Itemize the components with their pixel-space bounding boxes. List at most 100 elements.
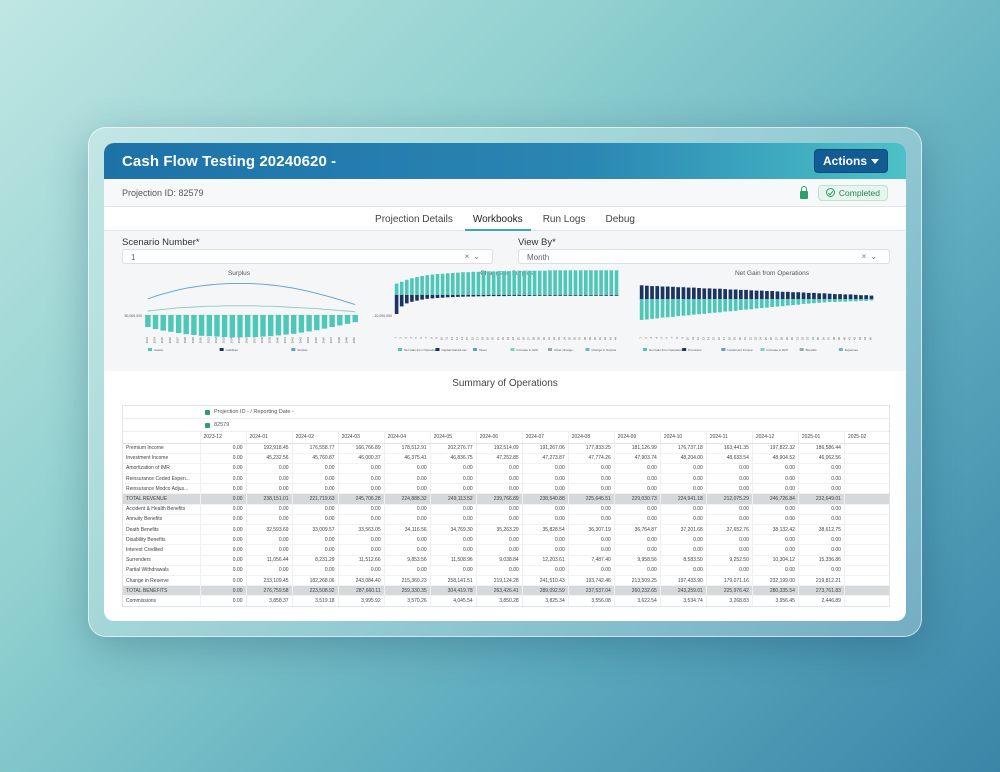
chart-bar bbox=[568, 295, 573, 296]
tab-workbooks[interactable]: Workbooks bbox=[464, 207, 531, 231]
actions-button[interactable]: Actions bbox=[813, 149, 888, 173]
collapse-square-icon[interactable] bbox=[205, 409, 210, 415]
legend-label: Change in Surplus bbox=[592, 348, 617, 352]
clear-icon[interactable]: × bbox=[861, 252, 871, 261]
table-cell: 2,446.89 bbox=[798, 595, 845, 606]
chart-bar bbox=[252, 315, 259, 337]
table-cell: 0.00 bbox=[200, 473, 247, 485]
column-header[interactable]: 2024-06 bbox=[476, 432, 523, 444]
viewby-select[interactable]: Month ×⌄ bbox=[518, 249, 890, 264]
column-header[interactable]: 2024-09 bbox=[614, 432, 661, 444]
x-tick-label: 2023 bbox=[145, 337, 149, 344]
column-header[interactable]: 2024-08 bbox=[568, 432, 615, 444]
column-header[interactable]: 2024-01 bbox=[246, 432, 293, 444]
clear-icon[interactable]: × bbox=[464, 252, 474, 261]
chart-bar bbox=[558, 295, 562, 296]
table-cell: 3,268.83 bbox=[706, 595, 753, 606]
table-cell: 0.00 bbox=[430, 565, 477, 576]
chart-bar bbox=[723, 299, 727, 312]
chart-bar bbox=[765, 291, 769, 299]
chart-bar bbox=[765, 299, 769, 308]
column-header[interactable]: 2024-04 bbox=[384, 432, 431, 444]
page-title: Cash Flow Testing 20240620 - bbox=[122, 152, 337, 170]
app-header: Cash Flow Testing 20240620 - Actions bbox=[104, 143, 906, 179]
chart-bar bbox=[206, 315, 212, 337]
chart-bar bbox=[268, 315, 274, 337]
x-tick-label: 34 bbox=[811, 337, 815, 341]
x-tick-label: 15 bbox=[465, 337, 469, 341]
chart-bar bbox=[827, 293, 832, 299]
table-cell: 0.00 bbox=[384, 463, 431, 475]
chart-bar bbox=[744, 299, 748, 310]
table-cell: 0.00 bbox=[246, 534, 293, 546]
table-cell: 0.00 bbox=[476, 473, 523, 485]
table-cell: 0.00 bbox=[752, 534, 799, 546]
table-cell: 0.00 bbox=[614, 544, 661, 556]
table-cell: 0.00 bbox=[614, 473, 661, 485]
tab-debug[interactable]: Debug bbox=[605, 214, 635, 225]
column-header[interactable]: 2024-02 bbox=[292, 432, 339, 444]
lock-icon[interactable] bbox=[799, 185, 808, 199]
x-tick-label: 4 bbox=[654, 337, 658, 339]
column-header[interactable]: 2024-11 bbox=[706, 432, 753, 444]
chart-bar bbox=[553, 295, 557, 296]
table-cell: 3,858.37 bbox=[246, 595, 293, 606]
table-cell: 232,199.00 bbox=[752, 575, 799, 587]
table-cell: 0.00 bbox=[338, 514, 385, 526]
table-cell bbox=[844, 493, 889, 505]
legend-label: Investment Income bbox=[727, 348, 753, 352]
chart-bar bbox=[145, 315, 151, 327]
chart-bar bbox=[749, 299, 754, 310]
table-cell: 178,512.91 bbox=[384, 443, 431, 454]
table-cell: 0.00 bbox=[338, 483, 385, 495]
collapse-square-icon[interactable] bbox=[205, 422, 210, 428]
chart-bar bbox=[822, 293, 827, 299]
x-tick-label: 13 bbox=[701, 337, 705, 341]
column-header[interactable]: 2025-01 bbox=[798, 432, 845, 444]
table-cell: 0.00 bbox=[338, 534, 385, 546]
x-tick-label: 2024 bbox=[153, 337, 157, 344]
column-header[interactable]: 2023-12 bbox=[200, 432, 247, 444]
x-tick-label: 43 bbox=[858, 337, 862, 341]
tab-projection-details[interactable]: Projection Details bbox=[375, 214, 453, 225]
x-tick-label: 1 bbox=[394, 337, 398, 339]
table-cell: 0.00 bbox=[200, 463, 247, 475]
x-tick-label: 6 bbox=[665, 337, 669, 339]
scenario-select[interactable]: 1 ×⌄ bbox=[122, 249, 493, 264]
tab-run-logs[interactable]: Run Logs bbox=[542, 214, 586, 225]
table-cell: 221,719.63 bbox=[292, 493, 339, 505]
column-header[interactable]: 2024-12 bbox=[752, 432, 799, 444]
chart-bar bbox=[578, 295, 583, 296]
table-cell: 0.00 bbox=[246, 504, 293, 515]
column-header[interactable]: 2024-05 bbox=[430, 432, 477, 444]
table-row: Investment Income 0.00 45,232.56 45,760.87 4… bbox=[123, 453, 889, 464]
column-header[interactable]: 2024-10 bbox=[660, 432, 707, 444]
legend-swatch bbox=[398, 348, 402, 351]
chart-bar bbox=[697, 299, 701, 315]
column-header[interactable]: 2024-07 bbox=[522, 432, 569, 444]
chart-bar bbox=[522, 270, 527, 295]
chevron-down-icon[interactable]: ⌄ bbox=[870, 252, 881, 261]
x-tick-label: 4 bbox=[409, 337, 413, 339]
chart-bar bbox=[512, 271, 516, 295]
table-cell: 0.00 bbox=[292, 504, 339, 515]
x-tick-label: 37 bbox=[827, 337, 831, 341]
row-label: Death Benefits bbox=[123, 524, 201, 536]
column-header[interactable]: 2024-03 bbox=[338, 432, 385, 444]
x-tick-label: 28 bbox=[780, 337, 784, 341]
x-tick-label: 21 bbox=[743, 337, 747, 341]
table-cell: 0.00 bbox=[476, 544, 523, 556]
column-header[interactable]: 2025-02 bbox=[844, 432, 889, 444]
chevron-down-icon[interactable]: ⌄ bbox=[473, 252, 484, 261]
table-cell: 0.00 bbox=[660, 473, 707, 485]
table-cell: 0.00 bbox=[476, 514, 523, 526]
legend-swatch bbox=[510, 348, 515, 351]
x-tick-label: 24 bbox=[759, 337, 763, 341]
table-cell: 48,904.52 bbox=[752, 453, 799, 464]
row-label: Premium Income bbox=[123, 443, 201, 454]
table-row: Premium Income 0.00 192,918.45 176,558.77 16… bbox=[123, 443, 889, 454]
table-cell: 182,268.06 bbox=[292, 575, 339, 587]
table-cell: 37,652.76 bbox=[706, 524, 753, 536]
row-label: Reinsurance Modco Adjus... bbox=[123, 483, 201, 495]
chart-bar bbox=[445, 273, 450, 295]
